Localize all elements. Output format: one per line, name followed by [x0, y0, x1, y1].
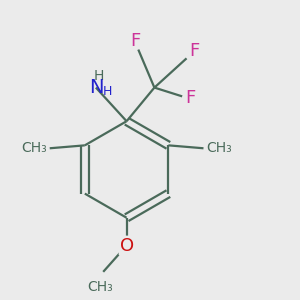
Text: CH₃: CH₃ [87, 280, 113, 294]
Text: F: F [190, 42, 200, 60]
Text: H: H [94, 69, 104, 83]
Text: CH₃: CH₃ [21, 141, 47, 155]
Text: F: F [185, 89, 196, 107]
Text: F: F [130, 32, 140, 50]
Text: CH₃: CH₃ [206, 141, 232, 155]
Text: H: H [102, 85, 112, 98]
Text: N: N [88, 78, 103, 97]
Text: O: O [119, 236, 134, 254]
